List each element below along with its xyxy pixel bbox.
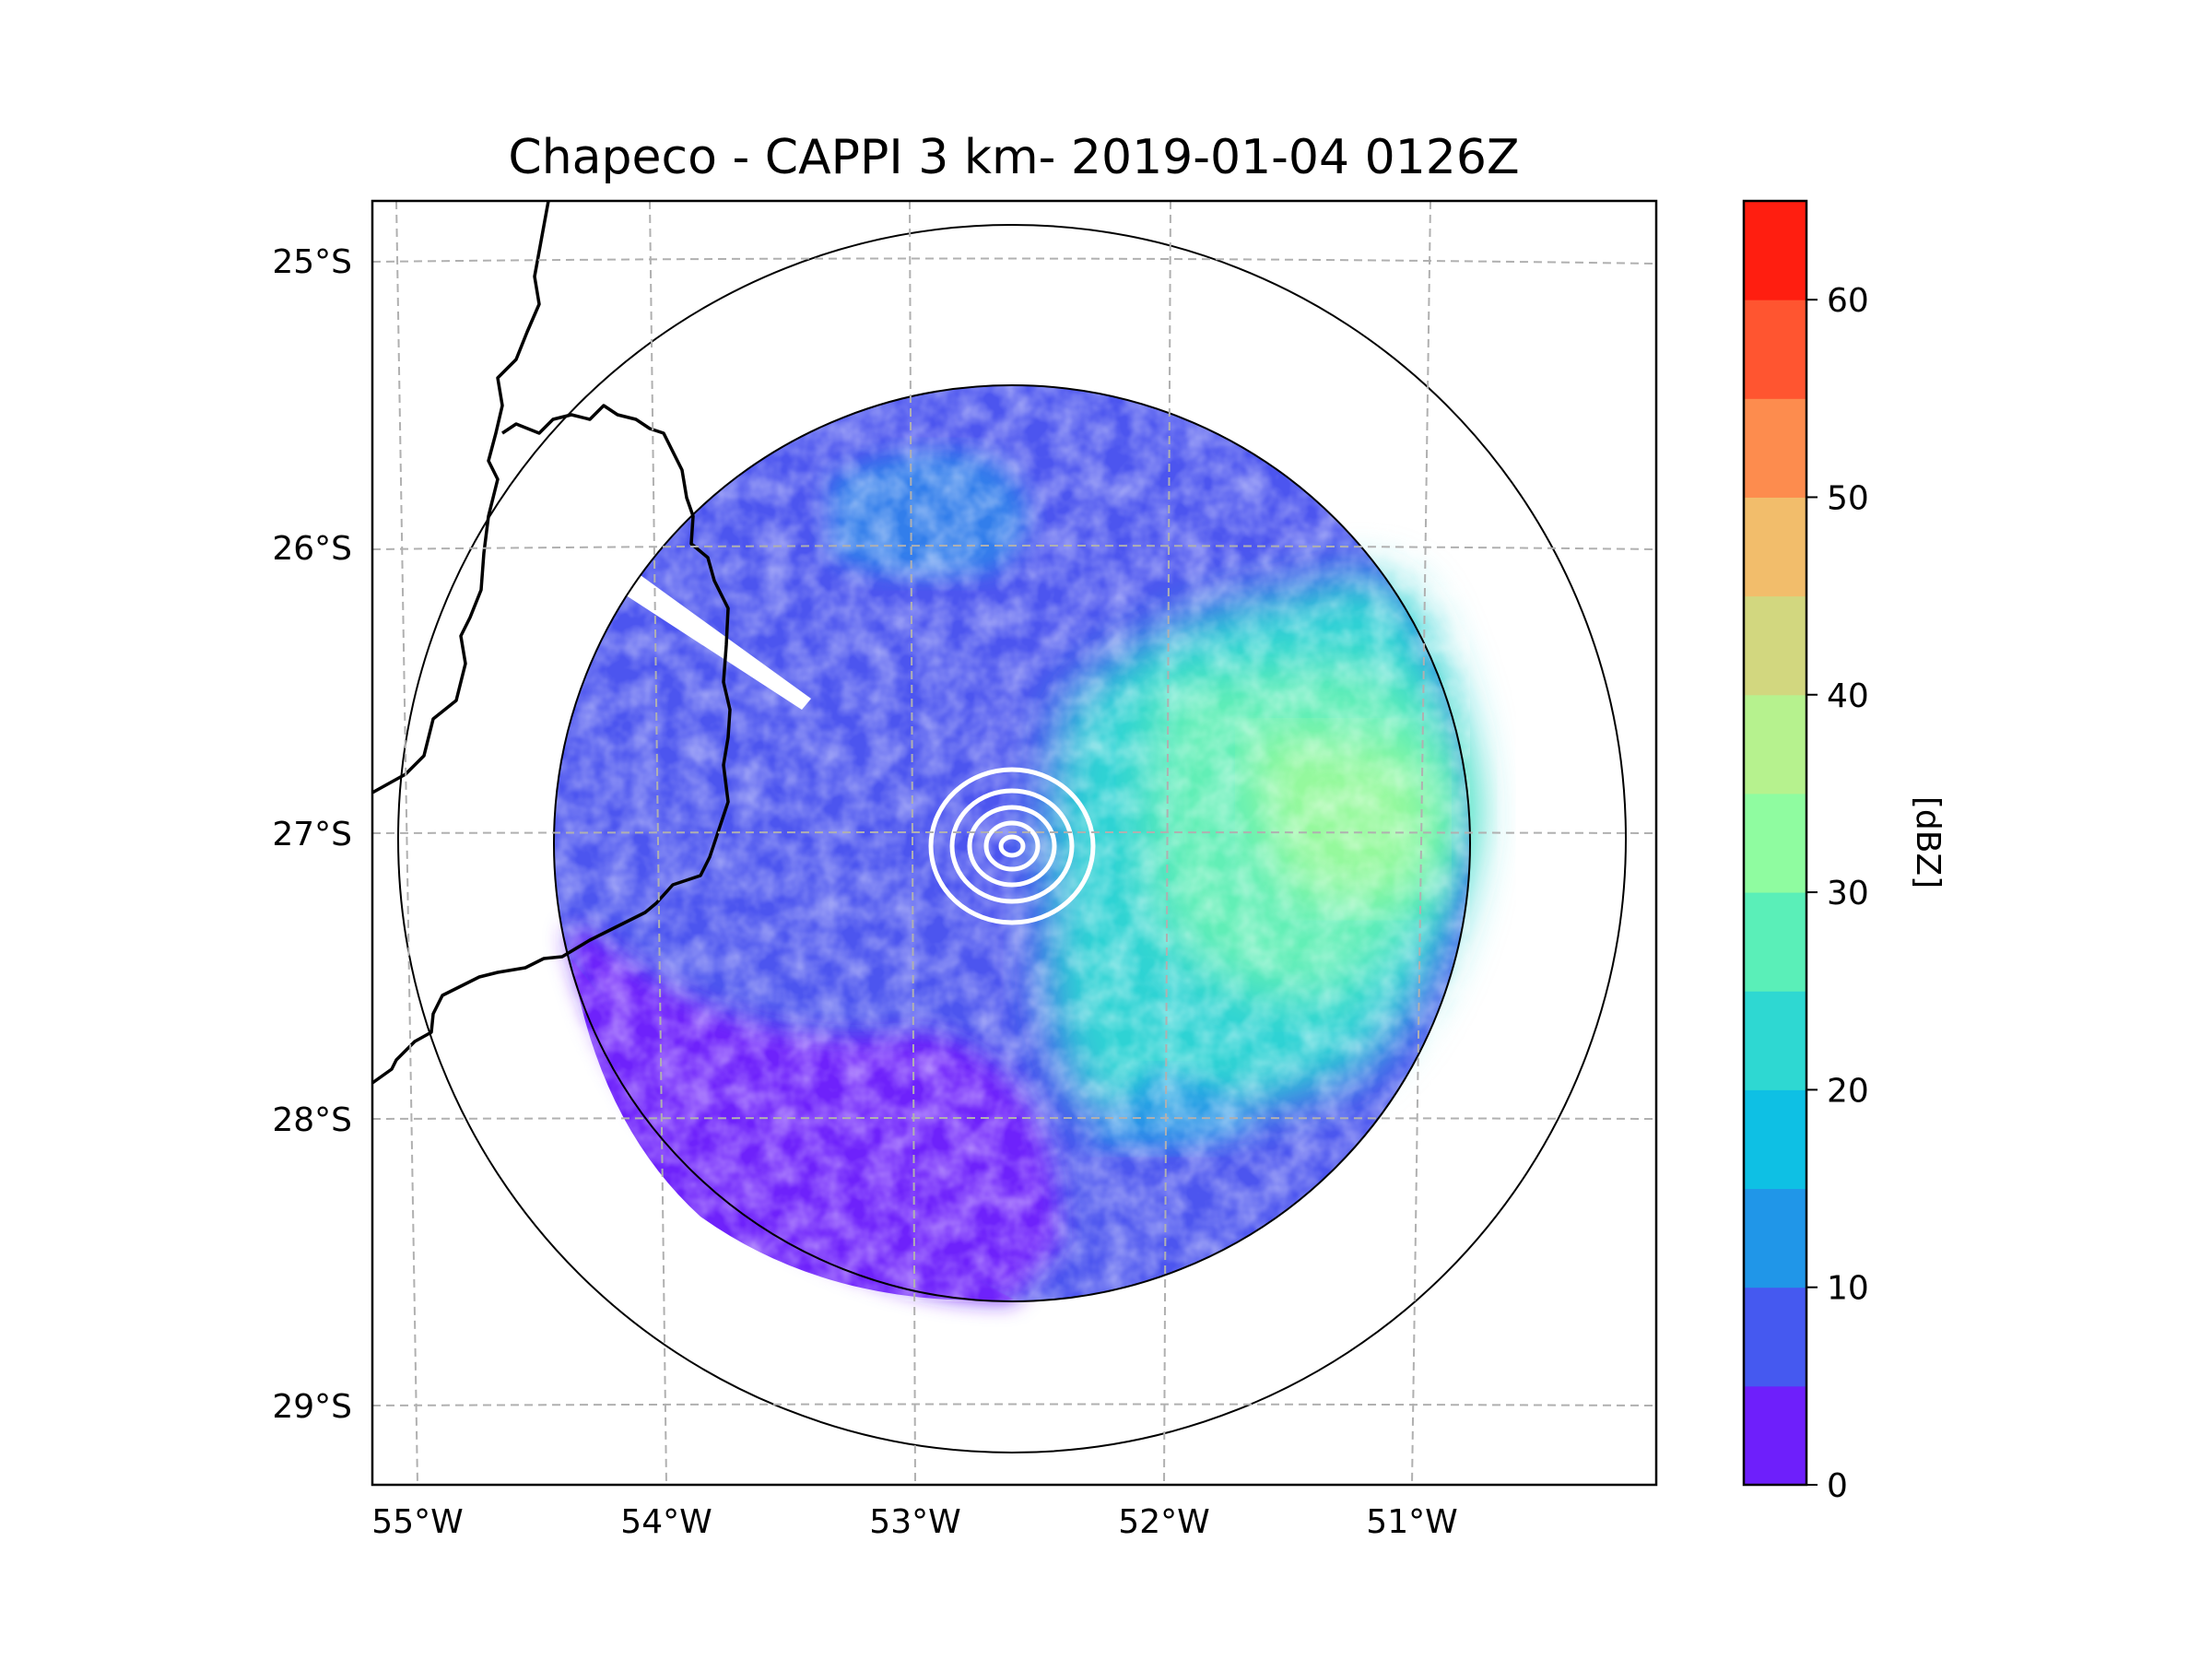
colorbar: 0 10 20 30 40 50 60 [dBZ] xyxy=(1742,199,1947,1505)
lat-label-25s: 25°S xyxy=(272,243,352,281)
chart-title: Chapeco - CAPPI 3 km- 2019-01-04 0126Z xyxy=(508,130,1519,185)
colorbar-bin-60-65 xyxy=(1744,201,1806,300)
colorbar-tick-label: 40 xyxy=(1827,677,1869,715)
lat-label-26s: 26°S xyxy=(272,530,352,568)
colorbar-ticks: 0 10 20 30 40 50 60 xyxy=(1806,282,1869,1505)
colorbar-label: [dBZ] xyxy=(1909,796,1947,888)
colorbar-tick-label: 30 xyxy=(1827,875,1869,912)
lat-label-27s: 27°S xyxy=(272,816,352,853)
colorbar-bin-55-60 xyxy=(1744,300,1806,399)
colorbar-tick-label: 20 xyxy=(1827,1072,1869,1110)
colorbar-bin-15-20 xyxy=(1744,1089,1806,1190)
colorbar-frame xyxy=(1742,199,1808,1487)
colorbar-bin-0-5 xyxy=(1744,1385,1806,1486)
lat-label-28s: 28°S xyxy=(272,1101,352,1139)
colorbar-tick-label: 60 xyxy=(1827,282,1869,320)
colorbar-bin-45-50 xyxy=(1744,497,1806,597)
range-ring-outer xyxy=(397,224,1627,1453)
lon-label-54w: 54°W xyxy=(620,1503,712,1541)
lon-label-55w: 55°W xyxy=(371,1503,463,1541)
political-borders xyxy=(372,201,732,1085)
lat-label-29s: 29°S xyxy=(272,1388,352,1426)
colorbar-tick-label: 50 xyxy=(1827,479,1869,517)
map-panel xyxy=(372,201,1656,1485)
longitude-labels: 55°W 54°W 53°W 52°W 51°W xyxy=(371,1503,1457,1541)
map-frame xyxy=(371,199,1658,1487)
colorbar-bin-20-25 xyxy=(1744,991,1806,1090)
colorbar-bin-50-55 xyxy=(1744,398,1806,498)
colorbar-bins xyxy=(1744,201,1806,1486)
colorbar-bin-25-30 xyxy=(1744,892,1806,992)
lon-label-52w: 52°W xyxy=(1118,1503,1209,1541)
colorbar-tick-label: 0 xyxy=(1827,1467,1848,1505)
colorbar-bin-5-10 xyxy=(1744,1287,1806,1387)
radar-reflectivity-field xyxy=(554,385,1474,1301)
colorbar-tick-label: 10 xyxy=(1827,1270,1869,1308)
lon-label-53w: 53°W xyxy=(869,1503,960,1541)
colorbar-bin-40-45 xyxy=(1744,595,1806,696)
graticule xyxy=(372,201,1656,1485)
lon-label-51w: 51°W xyxy=(1366,1503,1457,1541)
latitude-labels: 25°S 26°S 27°S 28°S 29°S xyxy=(272,243,352,1426)
colorbar-bin-30-35 xyxy=(1744,793,1806,893)
colorbar-bin-35-40 xyxy=(1744,694,1806,794)
colorbar-bin-10-15 xyxy=(1744,1188,1806,1288)
range-ring-inner xyxy=(553,384,1471,1302)
